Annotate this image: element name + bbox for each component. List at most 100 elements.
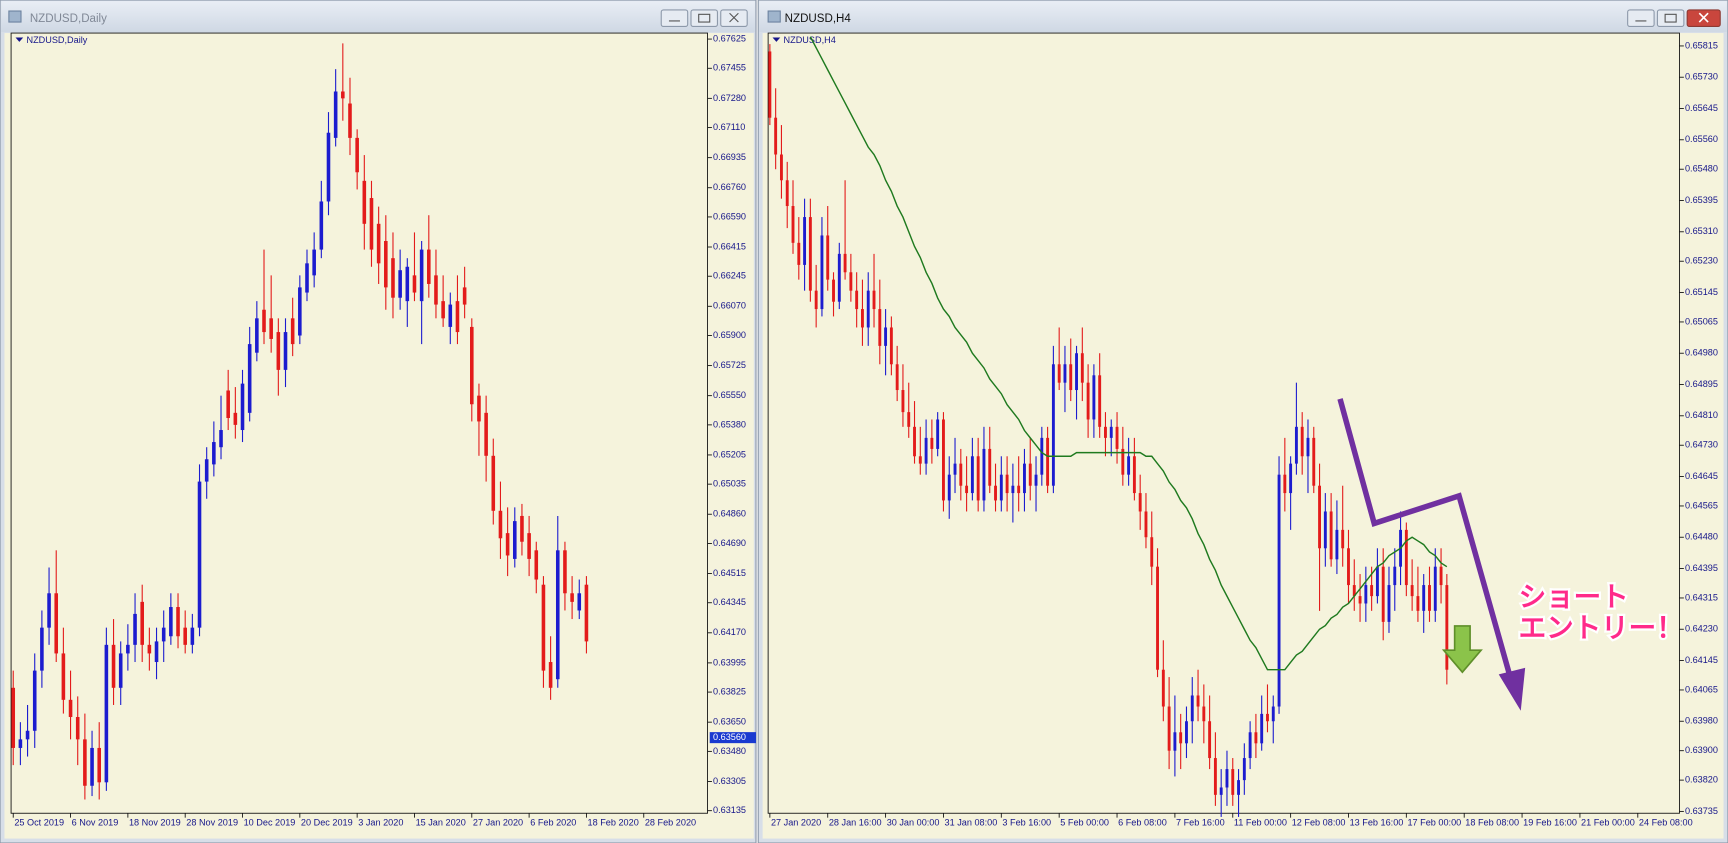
candle-body bbox=[75, 717, 80, 740]
candle-body bbox=[779, 154, 783, 181]
candle-body bbox=[1422, 585, 1426, 611]
candle-body bbox=[405, 266, 410, 302]
plot-border bbox=[10, 32, 708, 814]
candle-body bbox=[797, 242, 801, 265]
candle-body bbox=[1266, 713, 1269, 722]
candle-body bbox=[505, 533, 510, 556]
candle-body bbox=[889, 327, 893, 365]
candle-body bbox=[1109, 426, 1113, 438]
candle-body bbox=[1352, 585, 1356, 597]
candle-body bbox=[555, 550, 560, 680]
icon bbox=[698, 13, 711, 23]
candle-body bbox=[1294, 426, 1298, 464]
candle-body bbox=[1364, 585, 1368, 604]
y-tick-label: 0.64730 bbox=[1685, 440, 1718, 450]
window-title: NZDUSD,Daily bbox=[30, 13, 107, 25]
candle-body bbox=[434, 275, 438, 305]
window-h4: NZDUSD,H4 NZDUSD,H4 bbox=[757, 0, 1728, 843]
candle-body bbox=[1375, 566, 1379, 597]
y-tick-label: 0.65380 bbox=[713, 419, 746, 429]
candle-body bbox=[32, 670, 37, 731]
candle-body bbox=[947, 474, 951, 501]
candle-body bbox=[25, 730, 30, 740]
candle-body bbox=[190, 627, 195, 645]
candle-body bbox=[965, 485, 969, 494]
candle-body bbox=[477, 395, 481, 422]
candle-body bbox=[953, 463, 957, 475]
candle-body bbox=[462, 287, 467, 305]
candle-body bbox=[1104, 426, 1107, 438]
candle-body bbox=[18, 739, 23, 748]
y-tick-label: 0.64645 bbox=[1685, 471, 1718, 481]
candle-body bbox=[341, 91, 345, 99]
y-tick-label: 0.67110 bbox=[713, 122, 745, 132]
candle-body bbox=[61, 653, 66, 700]
candle-body bbox=[147, 644, 152, 654]
annotation-art: ショート エントリー！ bbox=[1337, 398, 1686, 711]
candle-body bbox=[498, 510, 503, 539]
x-tick-label: 17 Feb 00:00 bbox=[1407, 818, 1461, 828]
purple-arrow bbox=[1337, 398, 1515, 684]
candle-body bbox=[83, 739, 87, 786]
candle-body bbox=[68, 699, 73, 718]
candle-body bbox=[1248, 732, 1252, 759]
candle-body bbox=[212, 442, 216, 465]
restore-button[interactable] bbox=[1656, 9, 1685, 27]
restore-button[interactable] bbox=[690, 9, 718, 27]
candle-body bbox=[470, 326, 474, 405]
y-tick-label: 0.64145 bbox=[1685, 655, 1718, 665]
candle-body bbox=[1173, 732, 1177, 751]
window-title: NZDUSD,H4 bbox=[785, 13, 852, 25]
down-arrow bbox=[1441, 625, 1483, 674]
candle-body bbox=[1161, 669, 1165, 707]
x-tick-label: 5 Feb 00:00 bbox=[1060, 818, 1109, 828]
candle-body bbox=[1219, 787, 1223, 795]
candle-body bbox=[1034, 474, 1038, 486]
x-tick-label: 3 Feb 16:00 bbox=[1002, 818, 1051, 828]
y-tick-label: 0.67280 bbox=[713, 93, 746, 103]
chart-symbol: NZDUSD,Daily bbox=[27, 35, 88, 45]
candle-body bbox=[491, 455, 496, 511]
candle-body bbox=[1445, 585, 1449, 670]
minimize-button[interactable] bbox=[1627, 9, 1655, 27]
y-tick-label: 0.63995 bbox=[713, 657, 746, 667]
candle-body bbox=[1075, 353, 1078, 391]
candle-body bbox=[936, 419, 940, 449]
candle-body bbox=[398, 270, 402, 298]
candle-body bbox=[1428, 585, 1431, 611]
candle-body bbox=[362, 180, 367, 224]
candle-body bbox=[1237, 780, 1240, 795]
candle-body bbox=[169, 607, 173, 637]
y-tick-label: 0.64980 bbox=[1685, 348, 1718, 358]
y-tick-label: 0.67455 bbox=[713, 63, 746, 73]
candle-body bbox=[1150, 537, 1154, 567]
minimize-button[interactable] bbox=[660, 9, 689, 27]
candle-body bbox=[878, 309, 882, 346]
candle-body bbox=[1323, 511, 1327, 549]
y-tick-label: 0.64230 bbox=[1685, 624, 1718, 634]
y-tick-label: 0.63735 bbox=[1685, 806, 1718, 816]
candle-body bbox=[111, 644, 116, 688]
candle-body bbox=[1080, 353, 1084, 383]
y-tick-label: 0.64170 bbox=[713, 627, 746, 637]
candle-body bbox=[584, 584, 589, 642]
y-tick-label: 0.64480 bbox=[1685, 532, 1718, 542]
candle-body bbox=[154, 641, 159, 663]
title-bar bbox=[759, 1, 1727, 32]
candle-body bbox=[1358, 596, 1362, 604]
y-tick-label: 0.65035 bbox=[713, 479, 746, 489]
candle-body bbox=[1416, 596, 1420, 611]
candle-body bbox=[849, 272, 853, 291]
candle-body bbox=[976, 456, 980, 501]
candle-body bbox=[1202, 706, 1206, 722]
candle-body bbox=[843, 253, 847, 273]
candle-body bbox=[1277, 474, 1281, 707]
candle-body bbox=[1260, 713, 1264, 744]
candle-body bbox=[1433, 566, 1437, 611]
candle-body bbox=[161, 627, 166, 642]
candle-body bbox=[391, 258, 395, 298]
candle-body bbox=[1410, 585, 1414, 597]
candle-body bbox=[262, 309, 266, 333]
x-tick-label: 28 Nov 2019 bbox=[186, 818, 238, 828]
y-tick-label: 0.63820 bbox=[1685, 775, 1718, 785]
